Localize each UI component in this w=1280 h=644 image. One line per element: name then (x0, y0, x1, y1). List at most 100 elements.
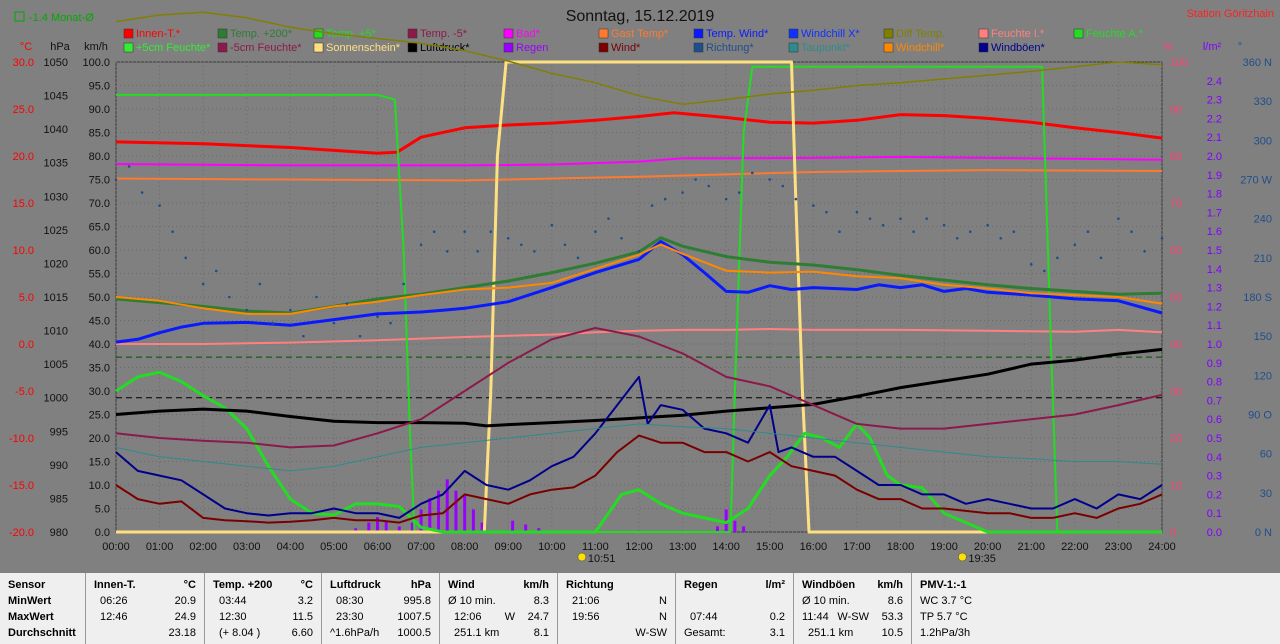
direction-point (694, 178, 697, 181)
stats-sensor-block: Sensor MinWert MaxWert Durchschnitt (0, 573, 86, 644)
legend-label: Temp. -5* (420, 28, 468, 40)
stats-temp200-block: Temp. +200 °C 03:44 3.2 12:30 11.5 (+ 8.… (205, 573, 322, 644)
monthly-avg-icon (14, 11, 25, 22)
legend-label: Richtung* (706, 42, 754, 54)
direction-point (245, 308, 249, 312)
rain-bar (445, 479, 449, 532)
legend-swatch (503, 28, 514, 39)
direction-point (389, 321, 392, 325)
tick-label-direction: 360 N (1243, 57, 1272, 69)
tick-label-time: 04:00 (277, 541, 305, 553)
tick-label-time: 24:00 (1148, 541, 1176, 553)
legend-label: Windchill* (896, 42, 945, 54)
stats-unit: l/m² (765, 579, 785, 591)
series-line (115, 243, 1163, 315)
legend-swatch (123, 42, 134, 53)
tick-label-time: 01:00 (146, 541, 174, 553)
direction-point (520, 243, 523, 247)
rain-bar (724, 509, 728, 532)
series-line (115, 169, 1163, 182)
direction-point (663, 197, 667, 201)
tick-label-time: 03:00 (233, 541, 261, 553)
legend-label: Taupunkt* (801, 42, 851, 54)
direction-point (489, 230, 493, 234)
legend-swatch (978, 28, 989, 39)
tick-label-pressure: 1030 (44, 191, 68, 203)
tick-label-time: 18:00 (887, 541, 915, 553)
stats-value: 0.2 (769, 611, 785, 623)
rain-bar (384, 520, 388, 532)
direction-point (201, 282, 205, 286)
tick-label-direction: 30 (1260, 488, 1272, 500)
rain-bar (376, 516, 379, 532)
tick-label-pressure: 1040 (44, 124, 68, 136)
stats-row-label: MaxWert (8, 611, 54, 623)
series-line (115, 375, 1163, 519)
stats-value: 3.1 (769, 627, 785, 639)
tick-label-wind: 35.0 (89, 363, 110, 375)
tick-label-wind: 50.0 (89, 292, 110, 304)
tick-label-time: 00:00 (102, 541, 130, 553)
tick-label-rain: 2.3 (1207, 95, 1222, 107)
rain-bar (437, 490, 441, 532)
tick-label-humidity: 80 (1170, 151, 1182, 163)
rain-bar (397, 526, 401, 532)
tick-label-rain: 0.8 (1207, 377, 1222, 389)
stats-value: W-SW (635, 627, 667, 639)
stats-value: 24.7 (527, 611, 549, 623)
tick-label-pressure: 1000 (44, 393, 68, 405)
tick-label-time: 10:00 (538, 541, 566, 553)
stats-value: 53.3 (881, 611, 903, 623)
tick-label-rain: 0.3 (1207, 471, 1222, 483)
stats-time: Ø 10 min. (802, 595, 850, 607)
legend-label: Sonnenschein* (326, 42, 401, 54)
stats-value: 1.2hPa/3h (920, 627, 971, 639)
series-line (115, 434, 1163, 524)
series-line (115, 423, 1163, 472)
rain-bar (454, 490, 458, 532)
stats-time: 07:44 (690, 611, 718, 623)
direction-point (751, 171, 754, 175)
tick-label-time: 06:00 (364, 541, 392, 553)
stats-head: PMV-1:-1 (920, 579, 967, 591)
direction-point (594, 230, 597, 234)
tick-label-rain: 0.4 (1207, 452, 1222, 464)
tick-label-humidity: 90 (1170, 104, 1182, 116)
direction-point (620, 236, 623, 240)
series-line (115, 347, 1163, 428)
tick-label-rain: 2.0 (1207, 151, 1222, 163)
legend: Innen-T.* Temp. +200* Temp. +5* Temp. -5* Ba… (123, 28, 1144, 54)
tick-label-temp: -15.0 (9, 480, 34, 492)
tick-label-time: 05:00 (320, 541, 348, 553)
direction-point (968, 230, 972, 234)
direction-point (681, 191, 684, 194)
tick-label-wind: 75.0 (89, 175, 110, 187)
tick-label-wind: 10.0 (89, 480, 110, 492)
direction-point (825, 210, 828, 214)
legend-label: Feuchte I.* (991, 28, 1045, 40)
tick-label-time: 19:00 (930, 541, 958, 553)
plot-area (114, 11, 1164, 534)
tick-label-rain: 1.4 (1207, 264, 1222, 276)
tick-label-time: 09:00 (494, 541, 522, 553)
stats-value: TP 5.7 °C (920, 611, 968, 623)
stats-time: 19:56 (572, 611, 600, 623)
stats-distance: 251.1 km (808, 627, 854, 639)
direction-point (986, 223, 989, 227)
direction-point (855, 210, 859, 214)
tick-label-wind: 30.0 (89, 386, 110, 398)
stats-time: 03:44 (219, 595, 247, 607)
tick-label-humidity: 100 (1170, 57, 1188, 69)
direction-point (1029, 263, 1033, 266)
stats-sensor-head: Sensor (8, 579, 46, 591)
direction-point (258, 282, 262, 286)
direction-point (650, 204, 654, 207)
stats-time: Ø 10 min. (448, 595, 496, 607)
tick-label-rain: 0.2 (1207, 489, 1222, 501)
direction-point (899, 217, 902, 220)
rain-bar (537, 528, 541, 532)
tick-label-time: 08:00 (451, 541, 479, 553)
stats-wind-block: Wind km/h Ø 10 min. 8.3 12:06 W 24.7 251… (440, 573, 558, 644)
legend-label: Wind* (611, 42, 641, 54)
tick-label-direction: 270 W (1240, 175, 1272, 187)
